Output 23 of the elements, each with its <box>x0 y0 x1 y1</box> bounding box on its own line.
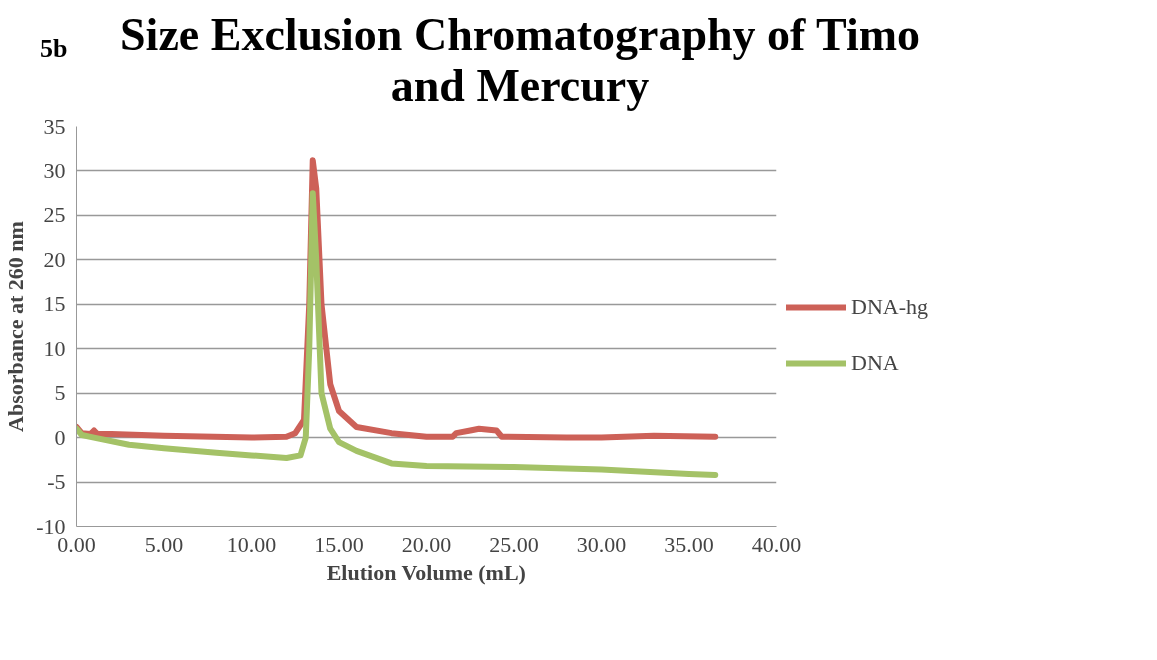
legend-label: DNA-hg <box>851 294 928 321</box>
y-tick-label: 35 <box>43 113 66 139</box>
legend-label: DNA <box>851 350 899 377</box>
x-tick-label: 35.00 <box>664 531 714 557</box>
y-tick-label: 5 <box>54 380 66 406</box>
y-tick-label: 10 <box>43 335 66 361</box>
x-tick-label: 10.00 <box>226 531 277 557</box>
x-tick-label: 5.00 <box>144 531 184 557</box>
y-tick-label: 20 <box>43 247 66 273</box>
y-tick-label: -5 <box>47 469 66 495</box>
y-tick-label: 15 <box>43 291 66 317</box>
x-axis-title: Elution Volume (mL) <box>326 559 526 585</box>
y-tick-label: 25 <box>43 202 66 228</box>
y-axis-title: Absorbance at 260 nm <box>3 221 29 433</box>
x-tick-label: 20.00 <box>401 531 452 557</box>
y-tick-label: 30 <box>43 158 66 184</box>
chart-title: Size Exclusion Chromatography of Timo and Mercury <box>120 9 920 112</box>
text: 5b <box>40 33 68 65</box>
x-tick-label: 15.00 <box>314 531 364 557</box>
x-tick-label: 25.00 <box>489 531 539 557</box>
y-tick-label: 0 <box>54 424 66 450</box>
x-tick-label: 30.00 <box>576 531 627 557</box>
x-tick-label: 40.00 <box>751 531 802 557</box>
